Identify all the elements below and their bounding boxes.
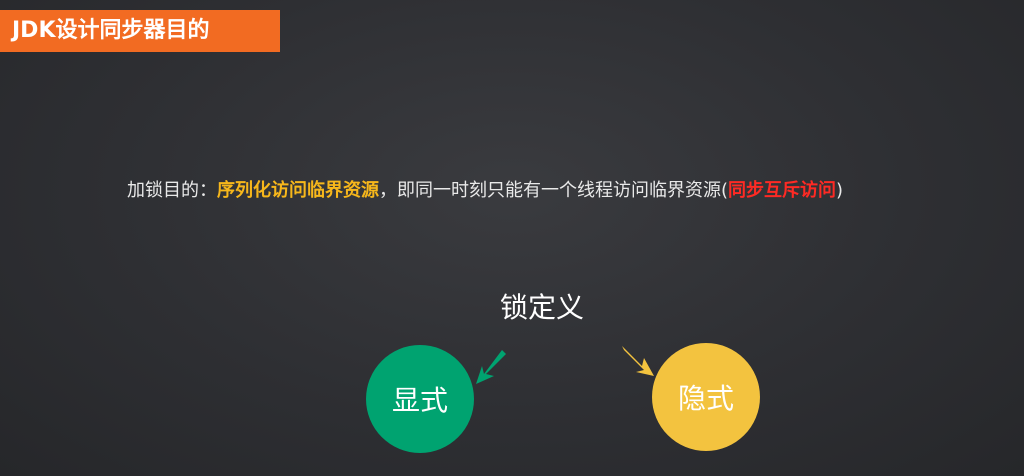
implicit-lock-label: 隐式 [677, 382, 734, 415]
statement-highlight-red: 同步互斥访问 [728, 180, 837, 201]
purpose-statement: 加锁目的：序列化访问临界资源，即同一时刻只能有一个线程访问临界资源(同步互斥访问… [127, 176, 843, 202]
statement-prefix: 加锁目的： [127, 180, 217, 201]
statement-middle: ，即同一时刻只能有一个线程访问临界资源( [379, 180, 729, 201]
diagram-title: 锁定义 [500, 291, 585, 324]
arrow-down-right-icon [622, 346, 654, 376]
explicit-lock-circle: 显式 [366, 345, 474, 453]
statement-suffix: ) [836, 180, 844, 201]
implicit-lock-circle: 隐式 [652, 343, 760, 451]
statement-highlight-orange: 序列化访问临界资源 [217, 180, 379, 201]
arrow-down-left-icon [476, 350, 506, 384]
explicit-lock-label: 显式 [391, 384, 448, 417]
slide-title: JDK设计同步器目的 [0, 10, 280, 52]
